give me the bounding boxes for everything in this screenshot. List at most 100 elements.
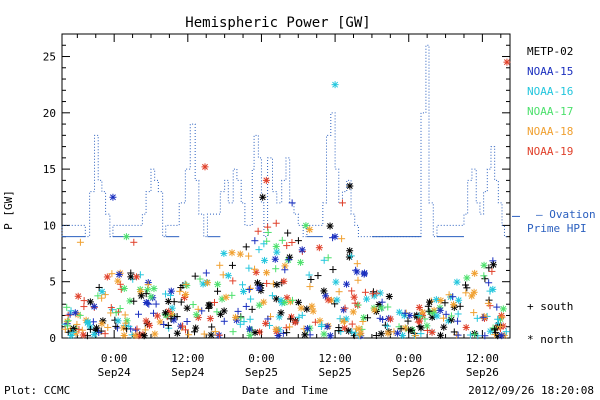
- south-point: [288, 199, 296, 207]
- north-point: [386, 315, 394, 323]
- north-point: [183, 282, 191, 290]
- south-point: [76, 238, 84, 246]
- north-point: [272, 295, 280, 303]
- north-point: [423, 322, 431, 330]
- south-point: [141, 326, 149, 334]
- south-point: [320, 256, 328, 264]
- south-point: [177, 298, 185, 306]
- north-point: [224, 272, 232, 280]
- south-point: [242, 243, 250, 251]
- north-point: [170, 316, 178, 324]
- south-point: [145, 300, 153, 308]
- south-point: [162, 290, 170, 298]
- north-point: [499, 305, 507, 313]
- north-point: [133, 273, 141, 281]
- south-point: [442, 310, 450, 318]
- north-point: [343, 280, 351, 288]
- north-point: [119, 324, 127, 332]
- south-point: [496, 322, 504, 330]
- north-point: [416, 317, 424, 325]
- south-point: [359, 318, 367, 326]
- north-point: [259, 193, 267, 201]
- south-point: [194, 305, 202, 313]
- south-point: [251, 237, 259, 245]
- south-point: [283, 329, 291, 337]
- north-point: [246, 331, 254, 339]
- south-point: [236, 320, 244, 328]
- x-axis: 0:00Sep2412:00Sep240:00Sep2512:00Sep250:…: [76, 34, 502, 379]
- south-point: [229, 328, 237, 336]
- south-point: [329, 266, 337, 274]
- north-point: [207, 331, 215, 339]
- south-point: [491, 325, 499, 333]
- north-point: [428, 328, 436, 336]
- north-point: [222, 293, 230, 301]
- south-point: [338, 235, 346, 243]
- south-point: [445, 291, 453, 299]
- south-point: [354, 276, 362, 284]
- north-point: [98, 320, 106, 328]
- y-tick-label: 25: [43, 51, 56, 64]
- north-point: [455, 296, 463, 304]
- south-point: [264, 223, 272, 231]
- north-point: [326, 222, 334, 230]
- north-point: [294, 298, 302, 306]
- south-point: [200, 330, 208, 338]
- north-point: [377, 304, 385, 312]
- south-point: [107, 304, 115, 312]
- legend-item: NOAA-16: [527, 85, 573, 98]
- south-point: [286, 323, 294, 331]
- south-point: [379, 316, 387, 324]
- x-tick-label-date: Sep26: [466, 366, 499, 379]
- south-point: [397, 325, 405, 333]
- north-point: [167, 287, 175, 295]
- plot-frame: [61, 33, 511, 339]
- north-point: [331, 81, 339, 89]
- south-point: [463, 284, 471, 292]
- south-point: [348, 287, 356, 295]
- north-point: [192, 324, 200, 332]
- north-point: [86, 298, 94, 306]
- south-point: [456, 302, 464, 310]
- south-point: [341, 304, 349, 312]
- north-point: [98, 288, 106, 296]
- north-point: [341, 324, 349, 332]
- south-point: [471, 330, 479, 338]
- south-point: [116, 304, 124, 312]
- south-point: [239, 281, 247, 289]
- north-point: [144, 286, 152, 294]
- south-point: [196, 275, 204, 283]
- north-point: [503, 58, 511, 66]
- x-tick-label-date: Sep25: [245, 366, 278, 379]
- x-axis-label: Date and Time: [242, 384, 328, 397]
- north-point: [401, 324, 409, 332]
- south-point: [198, 307, 206, 315]
- south-point: [121, 311, 129, 319]
- north-point: [252, 268, 260, 276]
- south-point: [264, 228, 272, 236]
- south-point: [134, 310, 142, 318]
- y-tick-label: 5: [49, 276, 56, 289]
- south-point: [307, 276, 315, 284]
- north-point: [415, 304, 423, 312]
- south-point: [228, 291, 236, 299]
- north-point: [394, 329, 402, 337]
- north-point: [90, 330, 98, 338]
- y-axis-label: P [GW]: [2, 190, 15, 230]
- south-point: [80, 297, 88, 305]
- south-point: [263, 279, 271, 287]
- south-point: [454, 317, 462, 325]
- south-point: [356, 331, 364, 339]
- north-point: [324, 296, 332, 304]
- south-point: [185, 331, 193, 339]
- north-point: [205, 301, 213, 309]
- south-point: [481, 332, 489, 340]
- x-tick-label-time: 0:00: [248, 352, 275, 365]
- north-point: [164, 297, 172, 305]
- south-point: [481, 275, 489, 283]
- y-tick-label: 15: [43, 163, 56, 176]
- north-point: [183, 304, 191, 312]
- south-point: [247, 295, 255, 303]
- south-point: [331, 300, 339, 308]
